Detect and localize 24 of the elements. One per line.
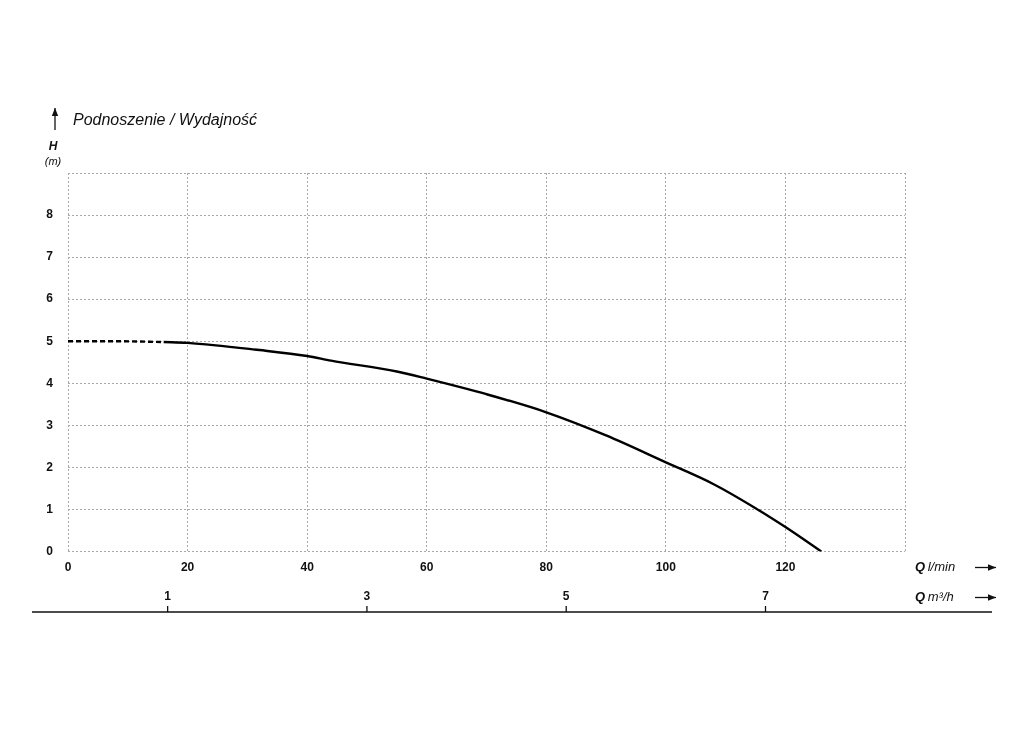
x-tick-label: 0 <box>64 560 72 575</box>
y-tick-label: 1 <box>46 501 54 516</box>
x2-tick-label: 3 <box>363 589 371 604</box>
y-axis-title: H (m) <box>44 139 62 168</box>
y-tick-label: 8 <box>46 207 54 222</box>
y-tick-label: 6 <box>46 291 54 306</box>
x-tick-label: 80 <box>539 560 554 575</box>
x2-tick-label: 7 <box>762 589 770 604</box>
y-tick-label: 0 <box>46 543 54 558</box>
x2-axis-title: Q m³/h <box>915 589 954 605</box>
x-tick-label: 20 <box>180 560 195 575</box>
x-tick-label: 60 <box>420 560 434 575</box>
y-tick-label: 5 <box>46 333 54 348</box>
y-tick-label: 2 <box>46 459 54 474</box>
x-tick-label: 120 <box>775 560 796 575</box>
y-tick-label: 4 <box>46 375 54 390</box>
x2-tick-label: 1 <box>164 589 172 604</box>
x-tick-label: 40 <box>300 560 315 575</box>
y-tick-label: 3 <box>46 417 54 432</box>
x-axis-title: Q l/min <box>915 559 956 575</box>
x2-tick-label: 5 <box>562 589 570 604</box>
x-tick-label: 100 <box>655 560 677 575</box>
chart-title: Podnoszenie / Wydajność <box>73 111 258 129</box>
y-tick-label: 7 <box>46 249 54 264</box>
